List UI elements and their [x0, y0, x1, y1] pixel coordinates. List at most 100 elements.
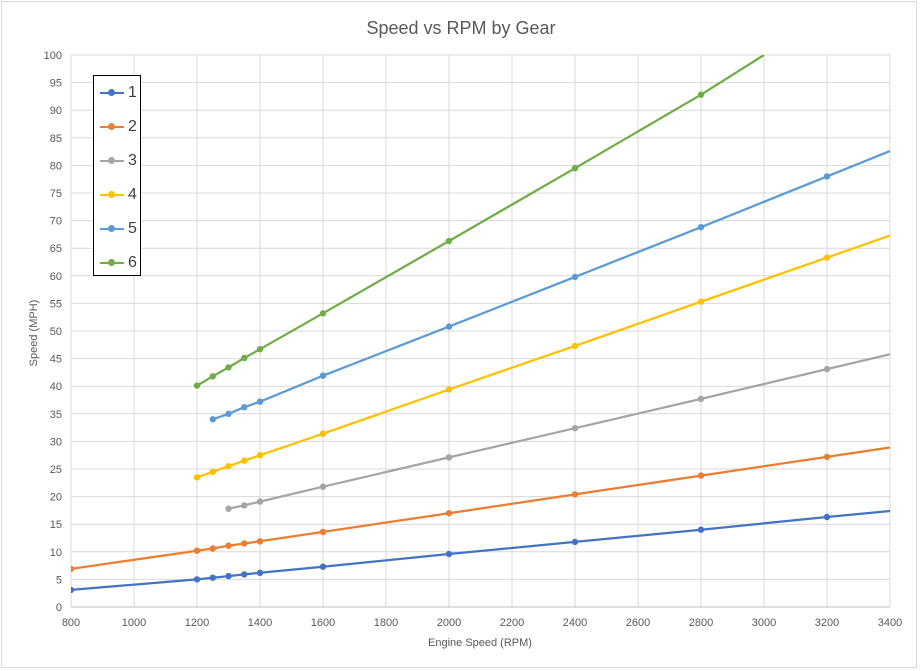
y-axis-title: Speed (MPH)	[28, 300, 40, 367]
legend-item-gear-6: 6	[94, 251, 140, 275]
legend-label: 3	[128, 152, 137, 169]
y-tick-label: 60	[50, 271, 62, 283]
data-point	[571, 273, 579, 281]
legend-label: 6	[128, 254, 137, 271]
data-point	[571, 165, 579, 172]
data-point	[823, 254, 831, 261]
data-point	[256, 538, 264, 545]
data-point	[697, 472, 705, 479]
x-tick-label: 1600	[311, 617, 335, 629]
data-point	[319, 528, 327, 536]
series-gear-5	[209, 149, 890, 423]
data-point	[445, 550, 453, 558]
data-point	[225, 542, 232, 549]
data-point	[209, 545, 216, 552]
data-point	[209, 468, 216, 475]
x-tick-label: 800	[62, 617, 80, 629]
x-tick-label: 2200	[500, 617, 524, 629]
x-tick-label: 2000	[437, 617, 461, 629]
data-point	[256, 452, 264, 459]
data-point	[241, 540, 248, 547]
data-point	[209, 373, 216, 380]
data-point	[241, 457, 248, 464]
legend-item-gear-3: 3	[94, 149, 140, 173]
y-tick-label: 75	[50, 188, 62, 200]
data-point	[71, 565, 75, 573]
y-tick-label: 5	[56, 574, 62, 586]
y-tick-label: 45	[50, 354, 62, 366]
x-tick-label: 3400	[878, 617, 902, 629]
data-point	[319, 483, 327, 490]
x-tick-label: 2600	[626, 617, 650, 629]
data-point	[697, 91, 705, 98]
data-point	[445, 454, 453, 461]
legend-label: 1	[128, 84, 137, 101]
x-tick-label: 1200	[185, 617, 209, 629]
data-point	[209, 574, 216, 581]
data-point	[193, 382, 201, 389]
data-point	[225, 364, 232, 371]
data-point	[241, 404, 248, 411]
series-gear-6	[193, 55, 765, 389]
data-point	[241, 354, 248, 362]
data-point	[225, 463, 232, 470]
legend-marker	[108, 191, 115, 198]
data-point	[256, 398, 264, 405]
data-point	[319, 563, 327, 570]
legend-marker	[108, 157, 115, 164]
data-point	[445, 510, 453, 517]
data-point	[225, 572, 232, 580]
data-point	[256, 346, 264, 353]
data-point	[571, 538, 579, 546]
y-tick-label: 95	[50, 78, 62, 90]
x-tick-label: 1000	[122, 617, 146, 629]
series-gear-1	[71, 509, 890, 594]
x-tick-label: 3000	[752, 617, 776, 629]
legend-marker	[108, 89, 115, 96]
data-point	[823, 173, 831, 180]
data-point	[241, 502, 248, 509]
data-point	[445, 237, 453, 245]
data-point	[225, 505, 232, 512]
legend-item-gear-4: 4	[94, 183, 140, 207]
series-lines	[71, 55, 890, 594]
data-point	[256, 498, 264, 505]
gridlines	[70, 54, 891, 608]
legend-item-gear-1: 1	[94, 81, 140, 105]
data-point	[193, 547, 201, 554]
y-tick-label: 85	[50, 133, 62, 145]
data-point	[209, 416, 216, 423]
legend-label: 2	[128, 118, 137, 135]
y-tick-label: 80	[50, 160, 62, 172]
data-point	[697, 526, 705, 533]
data-point	[571, 491, 579, 498]
data-point	[319, 430, 327, 437]
y-tick-label: 15	[50, 519, 62, 531]
series-line	[196, 55, 765, 387]
x-tick-label: 2800	[689, 617, 713, 629]
y-tick-label: 90	[50, 105, 62, 117]
data-point	[445, 323, 453, 330]
data-point	[697, 395, 705, 403]
x-tick-label: 2400	[563, 617, 587, 629]
plot-area	[71, 55, 890, 594]
data-point	[445, 386, 453, 393]
x-axis-title: Engine Speed (RPM)	[428, 637, 532, 649]
y-tick-label: 30	[50, 436, 62, 448]
legend-marker	[108, 259, 115, 266]
legend-marker	[108, 123, 115, 130]
data-point	[823, 365, 831, 373]
legend-item-gear-2: 2	[94, 115, 140, 139]
legend-label: 5	[128, 220, 137, 237]
series-line	[212, 149, 890, 421]
series-gear-2	[71, 446, 890, 573]
data-point	[571, 342, 579, 350]
data-point	[319, 372, 327, 379]
axes: 0510152025303540455055606570758085909510…	[44, 50, 903, 629]
data-point	[697, 224, 705, 231]
data-point	[241, 571, 248, 578]
data-point	[319, 310, 327, 317]
chart-title: Speed vs RPM by Gear	[366, 18, 555, 38]
